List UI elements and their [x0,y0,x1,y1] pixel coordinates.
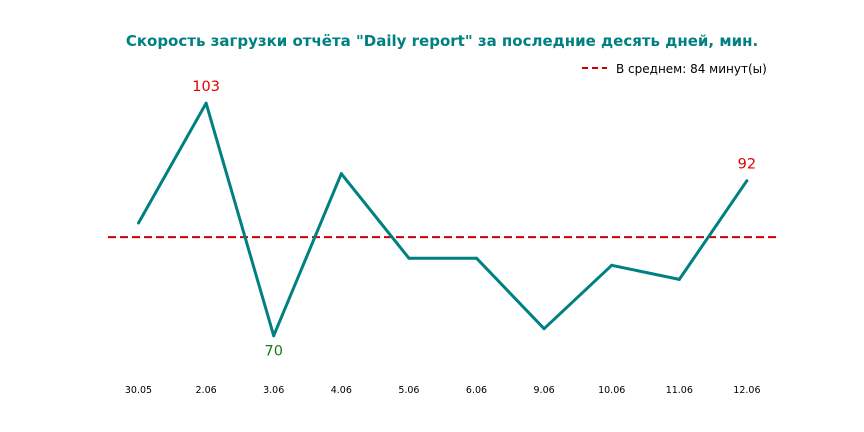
data-point-30.05 [137,221,140,225]
data-point-10.06 [610,263,614,267]
legend-average-label: В среднем: 84 минут(ы) [616,62,767,76]
x-tick-label: 5.06 [398,385,419,396]
annotations: 103 70 92 [192,79,756,360]
data-points [137,101,749,338]
x-axis-ticks: 30.05 2.06 3.06 4.06 5.06 6.06 9.06 10.06 11.06 1… [125,385,761,396]
data-point-4.06 [339,172,343,176]
x-tick-label: 12.06 [733,385,760,396]
x-tick-label: 2.06 [196,385,217,396]
annotation-label: 70 [264,344,282,360]
x-tick-label: 6.06 [466,385,487,396]
chart-title: Скорость загрузки отчёта "Daily report" … [126,32,758,50]
data-point-11.06 [677,277,681,281]
data-point-5.06 [407,256,411,260]
x-tick-label: 9.06 [534,385,555,396]
data-point-2.06 [204,101,208,105]
x-tick-label: 3.06 [263,385,284,396]
data-point-9.06 [542,327,546,331]
x-tick-label: 4.06 [331,385,352,396]
series-line [137,101,749,338]
data-point-6.06 [475,256,478,260]
x-tick-label: 30.05 [125,385,152,396]
legend: В среднем: 84 минут(ы) [582,62,767,76]
x-tick-label: 10.06 [598,385,625,396]
data-point-12.06 [745,179,749,183]
x-tick-label: 11.06 [666,385,693,396]
annotation-label: 92 [738,157,756,173]
annotation-label: 103 [192,79,220,95]
data-point-3.06 [272,334,276,338]
